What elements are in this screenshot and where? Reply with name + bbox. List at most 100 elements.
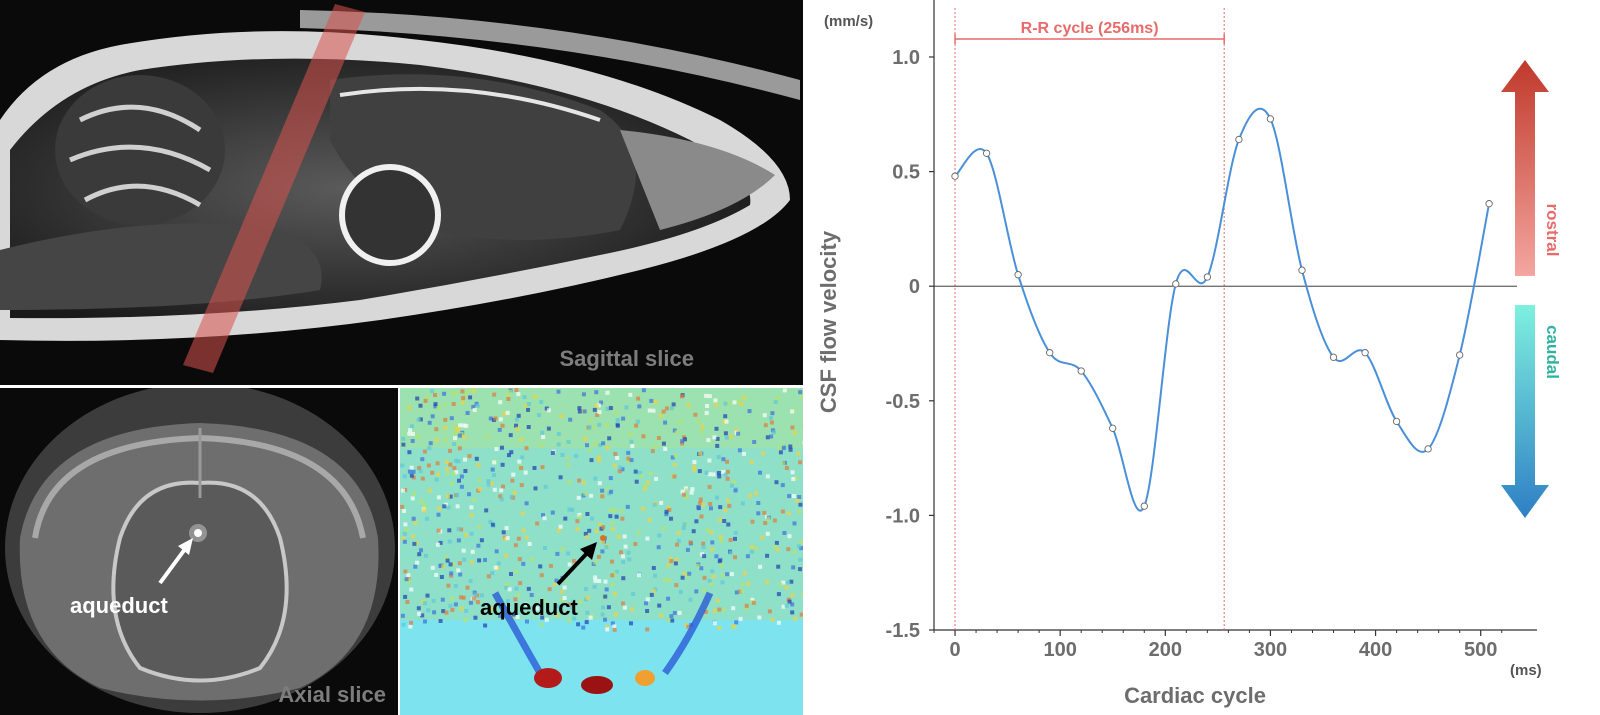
noise-pixel xyxy=(555,551,560,556)
noise-pixel xyxy=(702,554,707,559)
noise-pixel xyxy=(697,469,702,474)
noise-pixel xyxy=(693,412,698,417)
noise-pixel xyxy=(620,467,625,472)
noise-pixel xyxy=(524,403,529,408)
noise-pixel xyxy=(790,593,795,598)
noise-pixel xyxy=(446,505,451,510)
noise-pixel xyxy=(714,402,719,407)
noise-pixel xyxy=(658,413,663,418)
noise-pixel xyxy=(744,606,749,611)
noise-pixel xyxy=(468,579,473,583)
noise-pixel xyxy=(723,414,728,419)
noise-pixel xyxy=(681,526,686,530)
noise-pixel xyxy=(752,440,757,444)
noise-pixel xyxy=(732,400,737,405)
noise-pixel xyxy=(712,621,717,626)
noise-pixel xyxy=(572,559,577,564)
noise-pixel xyxy=(664,406,669,411)
noise-pixel xyxy=(418,403,423,408)
noise-pixel xyxy=(738,616,743,621)
noise-pixel xyxy=(437,506,442,511)
noise-pixel xyxy=(505,392,510,397)
noise-pixel xyxy=(601,605,605,610)
noise-pixel xyxy=(463,618,468,623)
noise-pixel xyxy=(508,433,513,438)
noise-pixel xyxy=(401,442,406,447)
noise-pixel xyxy=(422,449,427,454)
noise-pixel xyxy=(568,417,573,422)
noise-pixel xyxy=(472,388,477,393)
noise-pixel xyxy=(583,531,588,536)
noise-pixel xyxy=(692,460,697,465)
data-point xyxy=(1392,417,1401,426)
noise-pixel xyxy=(457,446,462,451)
noise-pixel xyxy=(459,595,464,600)
noise-pixel xyxy=(624,405,629,410)
noise-pixel xyxy=(653,444,658,449)
noise-pixel xyxy=(501,484,505,489)
noise-pixel xyxy=(493,565,498,570)
noise-pixel xyxy=(782,531,787,535)
noise-pixel xyxy=(411,516,416,521)
noise-pixel xyxy=(448,562,453,567)
noise-pixel xyxy=(620,516,625,521)
noise-pixel xyxy=(659,613,664,618)
noise-pixel xyxy=(490,571,495,576)
noise-pixel xyxy=(509,494,514,499)
noise-pixel xyxy=(464,423,469,428)
noise-pixel xyxy=(688,540,693,545)
noise-pixel xyxy=(709,506,713,511)
noise-pixel xyxy=(453,458,458,463)
noise-pixel xyxy=(634,423,639,428)
noise-pixel xyxy=(527,541,532,546)
noise-pixel xyxy=(756,511,761,516)
noise-pixel xyxy=(425,516,429,521)
noise-pixel xyxy=(554,578,559,583)
noise-pixel xyxy=(467,492,471,497)
noise-pixel xyxy=(621,554,625,559)
noise-pixel xyxy=(440,597,445,602)
noise-pixel xyxy=(769,416,773,421)
noise-pixel xyxy=(636,530,641,535)
noise-pixel xyxy=(407,405,412,410)
noise-pixel xyxy=(512,612,516,617)
noise-pixel xyxy=(730,483,734,488)
noise-pixel xyxy=(454,470,459,475)
noise-pixel xyxy=(503,536,508,541)
noise-pixel xyxy=(733,530,738,535)
noise-pixel xyxy=(731,606,736,611)
noise-pixel xyxy=(687,571,692,576)
noise-pixel xyxy=(678,420,683,425)
noise-pixel xyxy=(747,409,752,414)
data-point xyxy=(1140,502,1148,510)
noise-pixel xyxy=(566,463,571,467)
noise-pixel xyxy=(412,541,417,546)
noise-pixel xyxy=(510,478,515,483)
noise-pixel xyxy=(520,455,525,460)
noise-pixel xyxy=(483,623,488,628)
noise-pixel xyxy=(544,406,549,411)
noise-pixel xyxy=(613,410,618,415)
noise-pixel xyxy=(460,400,465,405)
noise-pixel xyxy=(562,596,567,600)
noise-pixel xyxy=(702,588,707,593)
noise-pixel xyxy=(663,420,668,425)
noise-pixel xyxy=(485,434,490,439)
noise-pixel xyxy=(403,488,408,492)
noise-pixel xyxy=(405,600,410,604)
noise-pixel xyxy=(459,527,464,532)
x-tick-label: 200 xyxy=(1149,639,1182,661)
noise-pixel xyxy=(507,587,512,592)
noise-pixel xyxy=(409,473,414,478)
noise-pixel xyxy=(694,519,699,524)
noise-pixel xyxy=(696,418,701,423)
noise-pixel xyxy=(626,450,631,455)
noise-pixel xyxy=(689,490,694,495)
noise-pixel xyxy=(669,614,674,619)
noise-pixel xyxy=(468,600,473,605)
noise-pixel xyxy=(610,559,614,564)
noise-pixel xyxy=(435,461,440,466)
noise-pixel xyxy=(504,553,509,558)
noise-pixel xyxy=(623,544,628,549)
noise-pixel xyxy=(578,599,583,604)
